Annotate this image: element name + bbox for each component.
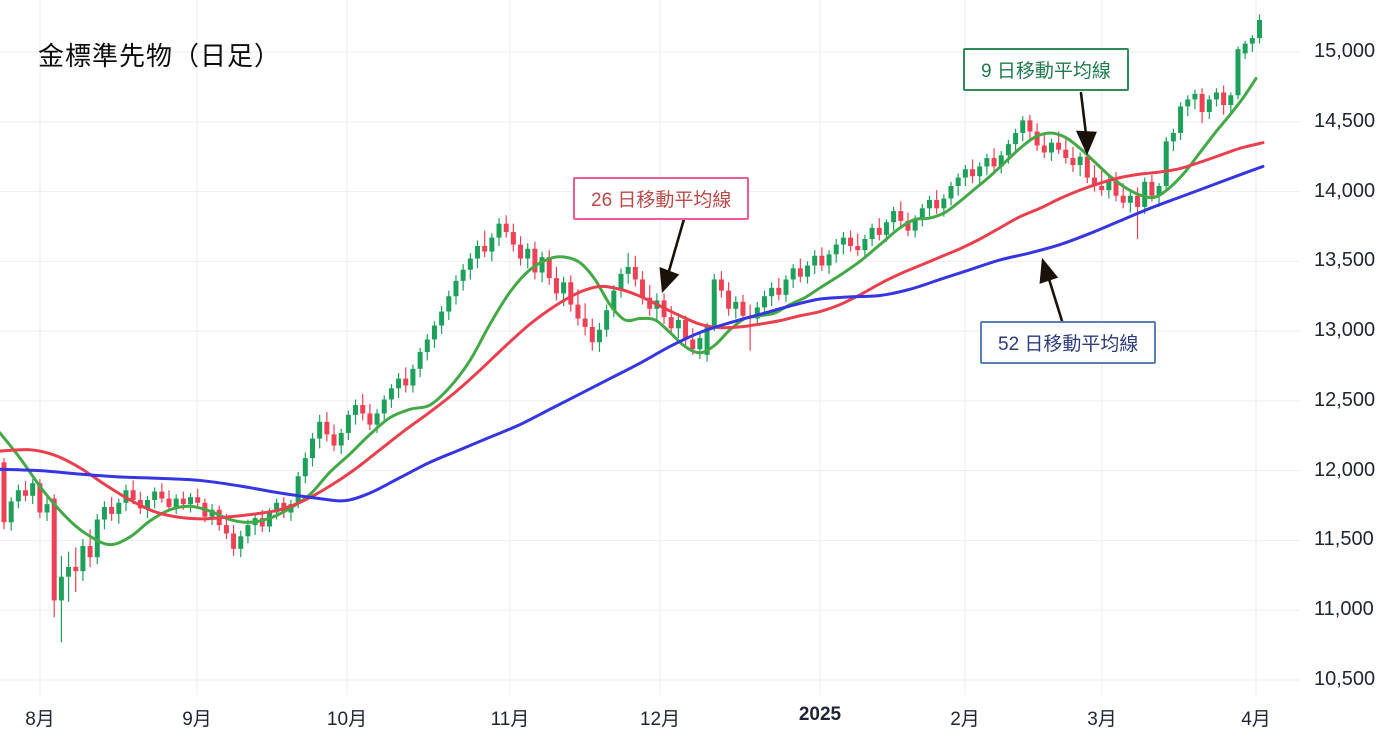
y-axis-label: 12,500 xyxy=(1314,388,1376,411)
y-axis-label: 14,000 xyxy=(1314,179,1376,202)
x-axis-label: 10月 xyxy=(326,709,368,730)
x-axis-label: 2月 xyxy=(950,709,980,730)
y-axis-label: 14,500 xyxy=(1314,109,1376,132)
annotation-ma9-label: 9 日移動平均線 xyxy=(963,48,1129,91)
y-axis-label: 13,000 xyxy=(1314,319,1376,342)
y-axis-label: 10,500 xyxy=(1314,668,1376,690)
x-axis-label: 3月 xyxy=(1087,709,1117,730)
annotation-ma26-label: 26 日移動平均線 xyxy=(573,177,750,220)
x-axis-label: 12月 xyxy=(639,709,681,730)
chart-title: 金標準先物（日足） xyxy=(38,41,282,71)
x-axis-label: 8月 xyxy=(25,709,55,730)
x-axis-label: 11月 xyxy=(490,709,530,730)
y-axis-label: 13,500 xyxy=(1314,249,1376,272)
y-axis-label: 11,500 xyxy=(1314,528,1374,551)
y-axis-label: 15,000 xyxy=(1314,40,1376,62)
y-axis-label: 12,000 xyxy=(1314,458,1376,481)
x-axis-label: 4月 xyxy=(1241,709,1271,730)
y-axis-label: 11,000 xyxy=(1314,598,1374,621)
annotation-ma52-label: 52 日移動平均線 xyxy=(980,321,1157,364)
x-axis-label: 9月 xyxy=(182,709,212,730)
x-axis-label: 2025 xyxy=(798,704,842,725)
